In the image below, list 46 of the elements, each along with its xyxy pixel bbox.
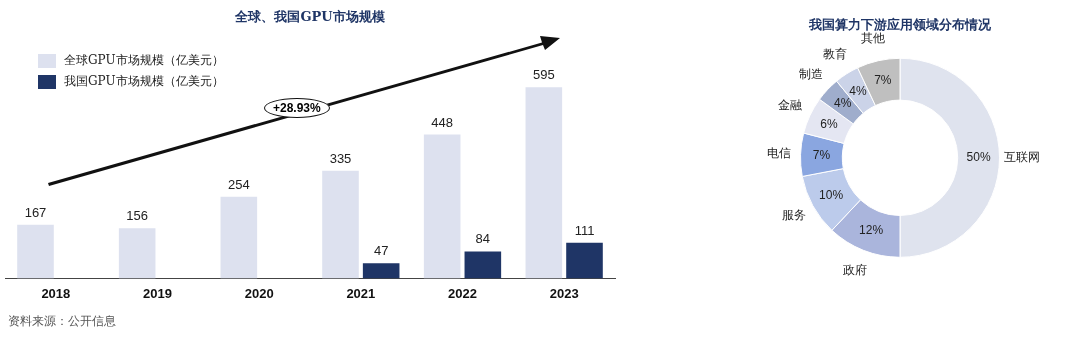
data-label: 84 xyxy=(475,231,491,247)
legend-label: 全球GPU市场规模（亿美元） xyxy=(64,52,224,69)
chart-title: 我国算力下游应用领域分布情况 xyxy=(808,17,992,33)
x-tick-label: 2019 xyxy=(143,285,172,301)
slice-label: 教育 xyxy=(822,47,847,62)
data-label: 47 xyxy=(373,243,389,259)
data-label: 50% xyxy=(966,150,991,165)
legend-label: 我国GPU市场规模（亿美元） xyxy=(64,73,224,90)
x-tick-label: 2022 xyxy=(448,285,477,301)
annotation: +28.93% xyxy=(264,98,330,118)
slice-label: 服务 xyxy=(781,208,806,223)
slice-label: 金融 xyxy=(778,98,803,113)
data-label: 7% xyxy=(874,73,892,88)
data-label: 111 xyxy=(574,222,595,238)
chart-title: 全球、我国GPU市场规模 xyxy=(234,9,385,25)
slice-label: 电信 xyxy=(766,146,791,161)
data-label: 167 xyxy=(24,204,47,220)
x-tick-label: 2020 xyxy=(244,285,274,301)
data-label: 254 xyxy=(227,176,250,192)
data-label: 6% xyxy=(820,116,838,131)
bar xyxy=(220,196,258,279)
slice-label: 互联网 xyxy=(1003,149,1040,164)
data-label: 156 xyxy=(126,208,149,224)
x-tick-label: 2018 xyxy=(41,285,71,301)
data-label: 335 xyxy=(329,150,352,166)
bar xyxy=(322,170,359,279)
bar xyxy=(566,242,603,279)
x-tick-label: 2021 xyxy=(346,285,376,301)
data-label: 7% xyxy=(812,147,831,162)
bar xyxy=(362,263,400,279)
data-label: 4% xyxy=(834,96,852,111)
data-label: 595 xyxy=(532,67,555,83)
text: 资料来源：公开信息 xyxy=(8,313,116,330)
bar xyxy=(118,228,156,279)
slice-label: 其他 xyxy=(861,31,886,46)
data-label: 4% xyxy=(849,83,867,98)
bar xyxy=(17,224,54,279)
bar xyxy=(423,134,461,279)
data-label: 10% xyxy=(819,187,844,202)
slice-label: 政府 xyxy=(843,262,868,277)
data-label: 448 xyxy=(431,114,454,130)
bar xyxy=(464,251,502,279)
data-label: 12% xyxy=(859,223,884,238)
bar xyxy=(525,87,563,279)
x-tick-label: 2023 xyxy=(549,285,579,301)
slice-label: 制造 xyxy=(799,66,824,81)
